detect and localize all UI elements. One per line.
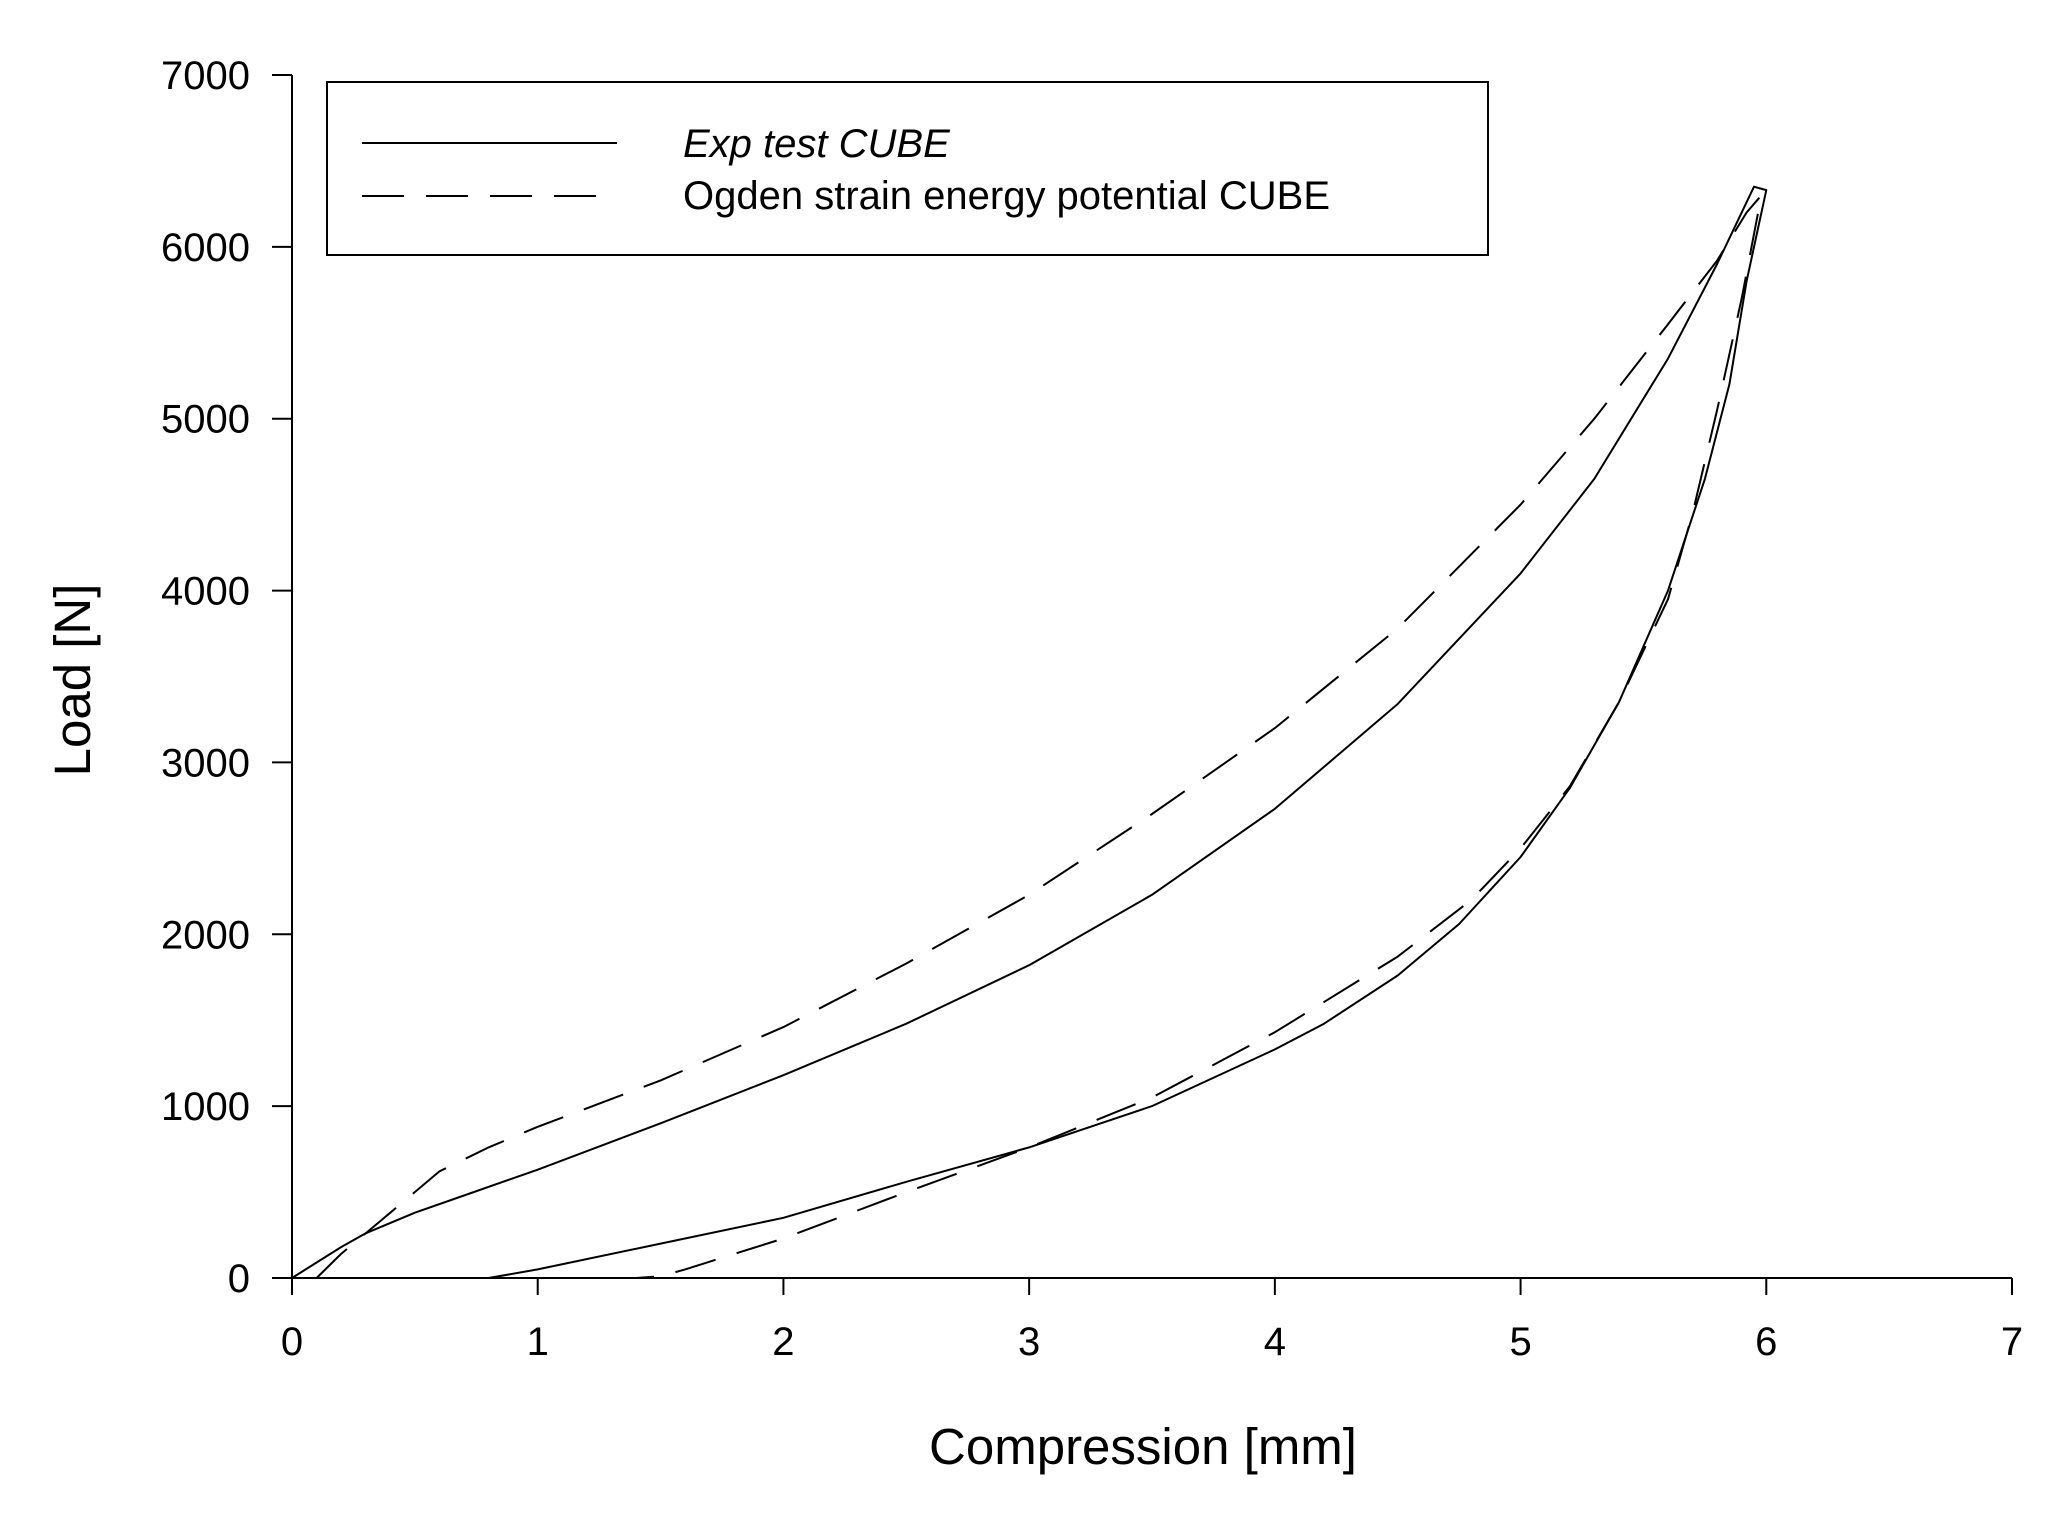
y-tick-label: 7000 xyxy=(161,54,250,98)
series-line-exp-test xyxy=(291,185,1768,1279)
x-tick-label: 4 xyxy=(1264,1320,1286,1364)
x-tick-label: 1 xyxy=(527,1320,549,1364)
series-line-ogden xyxy=(315,194,1763,1279)
x-tick-label: 5 xyxy=(1509,1320,1531,1364)
y-axis-title: Load [N] xyxy=(44,584,101,777)
y-tick-label: 2000 xyxy=(161,913,250,957)
y-tick-label: 4000 xyxy=(161,570,250,614)
y-tick-label: 5000 xyxy=(161,398,250,442)
y-tick-label: 1000 xyxy=(161,1085,250,1129)
x-tick-label: 3 xyxy=(1018,1320,1040,1364)
x-tick-label: 0 xyxy=(281,1320,303,1364)
series-layer xyxy=(291,185,1768,1279)
plot-axes xyxy=(291,75,2012,1279)
x-axis-title: Compression [mm] xyxy=(929,1418,1357,1475)
y-axis-ticks: 0 1000 2000 3000 4000 5000 6000 7000 xyxy=(161,54,292,1301)
y-tick-label: 0 xyxy=(228,1257,250,1301)
legend-box xyxy=(326,81,1489,256)
legend-label-ogden: Ogden strain energy potential CUBE xyxy=(683,174,1330,218)
legend-label-exp-test: Exp test CUBE xyxy=(683,122,951,166)
legend: Exp test CUBE Ogden strain energy potent… xyxy=(326,81,1489,256)
y-tick-label: 6000 xyxy=(161,226,250,270)
x-tick-label: 7 xyxy=(2001,1320,2023,1364)
y-tick-label: 3000 xyxy=(161,741,250,785)
x-tick-label: 2 xyxy=(772,1320,794,1364)
x-tick-label: 6 xyxy=(1755,1320,1777,1364)
x-axis-ticks: 0 1 2 3 4 5 6 7 xyxy=(281,1278,2023,1364)
